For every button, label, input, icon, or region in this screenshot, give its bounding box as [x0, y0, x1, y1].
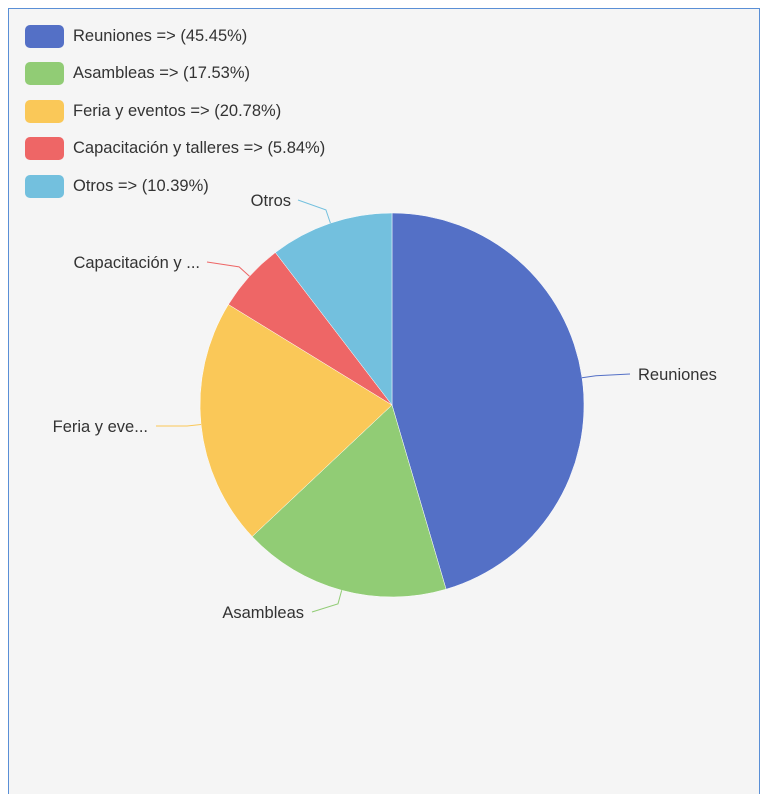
- pie-leader-line-feria: [156, 424, 202, 427]
- pie-label-reuniones: Reuniones: [638, 366, 717, 384]
- pie-slice-otros[interactable]: [275, 212, 393, 406]
- legend-swatch-asambleas: [25, 62, 64, 85]
- legend-label-feria: Feria y eventos => (20.78%): [73, 101, 282, 120]
- legend-label-capacitacion: Capacitación y talleres => (5.84%): [73, 139, 326, 157]
- legend-item-asambleas[interactable]: Asambleas => (17.53%): [25, 61, 325, 87]
- legend-swatch-capacitacion: [25, 137, 64, 160]
- legend-swatch-reuniones: [25, 24, 64, 48]
- pie-slice-asambleas[interactable]: [251, 404, 447, 598]
- legend-item-capacitacion[interactable]: Capacitación y talleres => (5.84%): [25, 136, 325, 162]
- pie-label-capacitacion: Capacitación y ...: [73, 254, 200, 272]
- chart-legend: Reuniones => (45.45%) Asambleas => (17.5…: [25, 23, 325, 211]
- pie-label-otros: Otros: [251, 192, 291, 210]
- pie-leader-line-asambleas: [311, 590, 343, 613]
- pie-label-feria: Feria y eve...: [53, 418, 148, 436]
- legend-label-asambleas: Asambleas => (17.53%): [73, 64, 251, 82]
- legend-item-otros[interactable]: Otros => (10.39%): [25, 173, 325, 199]
- legend-swatch-feria: [25, 99, 64, 123]
- pie-leader-line-otros: [297, 199, 331, 224]
- pie-leader-line-capacitacion: [206, 261, 250, 277]
- legend-swatch-otros: [25, 174, 64, 198]
- pie-leader-line-reuniones: [581, 373, 631, 379]
- legend-item-reuniones[interactable]: Reuniones => (45.45%): [25, 23, 325, 49]
- pie-label-asambleas: Asambleas: [222, 604, 304, 622]
- legend-label-reuniones: Reuniones => (45.45%): [73, 26, 248, 45]
- chart-panel: Reuniones => (45.45%) Asambleas => (17.5…: [8, 8, 760, 794]
- legend-label-otros: Otros => (10.39%): [73, 176, 209, 195]
- legend-item-feria[interactable]: Feria y eventos => (20.78%): [25, 98, 325, 124]
